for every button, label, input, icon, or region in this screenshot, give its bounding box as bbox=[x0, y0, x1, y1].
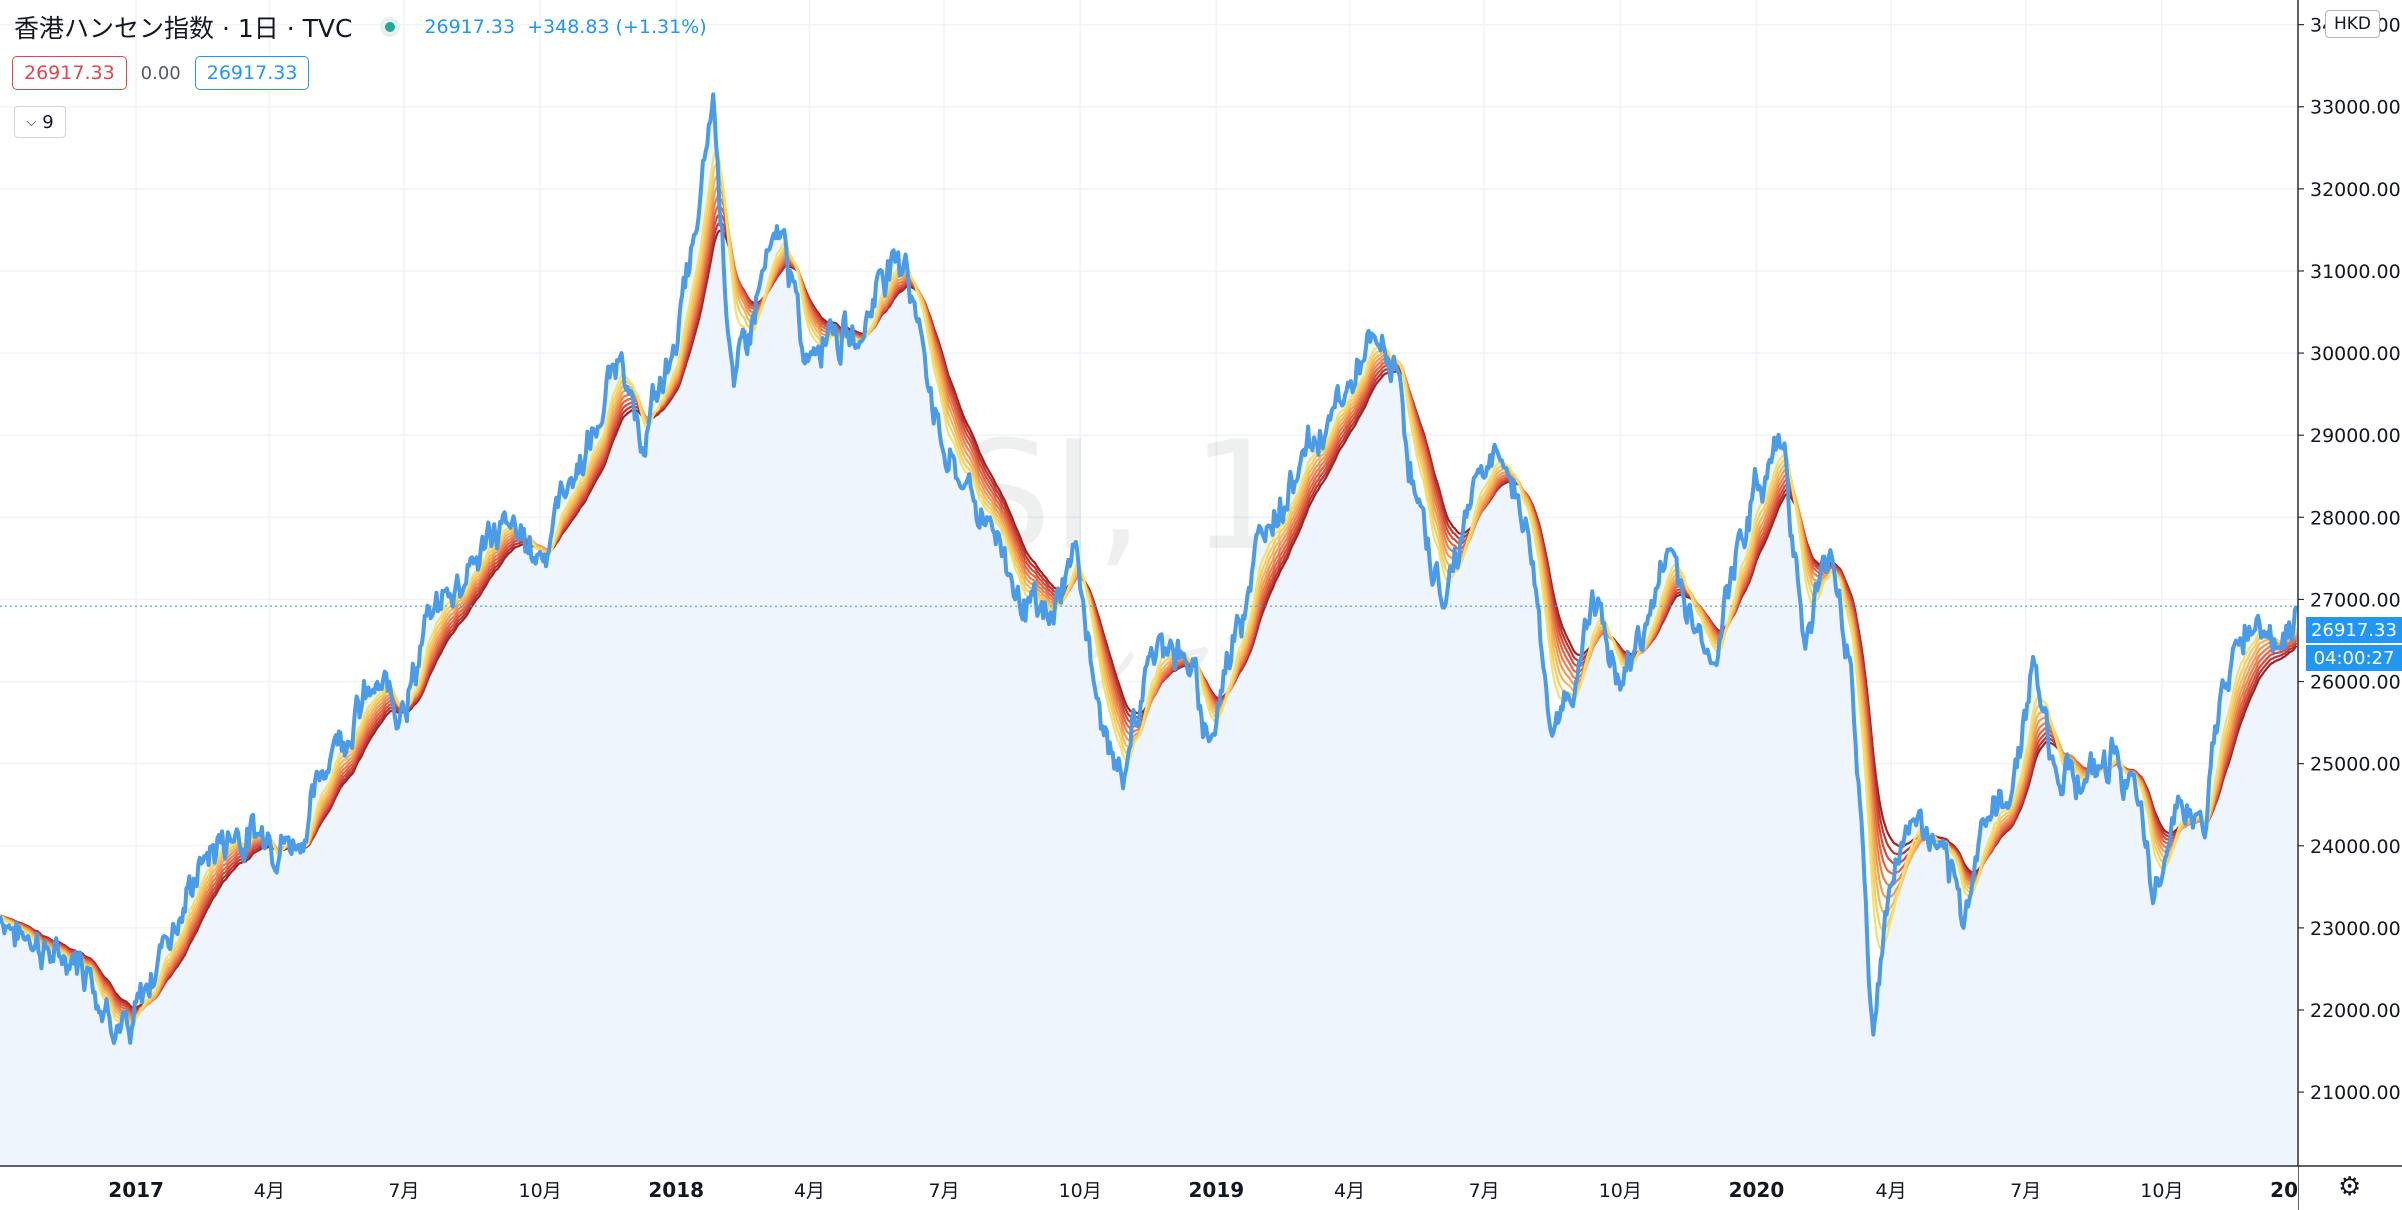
x-tick-label: 7月 bbox=[388, 1180, 419, 1202]
x-tick-label: 7月 bbox=[2010, 1180, 2041, 1202]
y-tick-label: 33000.00 bbox=[2310, 97, 2401, 119]
x-tick-label: 4月 bbox=[794, 1180, 825, 1202]
market-status-icon bbox=[380, 17, 401, 37]
indicators-toggle-button[interactable]: ⌵ 9 bbox=[14, 106, 66, 138]
gear-icon[interactable]: ⚙ bbox=[2338, 1172, 2362, 1202]
sell-price-button[interactable]: 26917.33 bbox=[12, 56, 127, 90]
x-tick-label: 10月 bbox=[2140, 1180, 2183, 1202]
bid-ask-row: 26917.33 0.00 26917.33 bbox=[12, 56, 310, 90]
indicator-count: 9 bbox=[42, 111, 54, 133]
x-tick-label: 10月 bbox=[1599, 1180, 1642, 1202]
y-tick-label: 23000.00 bbox=[2310, 918, 2401, 940]
symbol-header: 香港ハンセン指数 · 1日 · TVC 26917.33 +348.83 (+1… bbox=[14, 10, 707, 44]
header-last-price: 26917.33 bbox=[424, 16, 516, 38]
x-tick-label: 10月 bbox=[519, 1180, 562, 1202]
x-tick-label: 2018 bbox=[648, 1178, 704, 1202]
x-tick-label: 4月 bbox=[1876, 1180, 1907, 1202]
x-tick-label: 2020 bbox=[1729, 1178, 1785, 1202]
last-price-axis-label: 26917.33 bbox=[2306, 617, 2402, 643]
y-tick-label: 28000.00 bbox=[2310, 507, 2401, 529]
x-tick-label: 2017 bbox=[108, 1178, 164, 1202]
y-tick-label: 32000.00 bbox=[2310, 179, 2401, 201]
spread-value: 0.00 bbox=[140, 62, 181, 84]
x-tick-label: 2019 bbox=[1188, 1178, 1244, 1202]
y-tick-label: 24000.00 bbox=[2310, 836, 2401, 858]
header-price-change: +348.83 (+1.31%) bbox=[527, 16, 707, 38]
chevron-down-icon: ⌵ bbox=[26, 114, 37, 130]
y-tick-label: 22000.00 bbox=[2310, 1000, 2401, 1022]
price-axis-bg bbox=[2298, 0, 2402, 1210]
price-area bbox=[0, 94, 2297, 1166]
x-tick-label: 10月 bbox=[1059, 1180, 1102, 1202]
y-tick-label: 31000.00 bbox=[2310, 261, 2401, 283]
x-tick-label: 7月 bbox=[929, 1180, 960, 1202]
y-tick-label: 25000.00 bbox=[2310, 754, 2401, 776]
y-tick-label: 27000.00 bbox=[2310, 589, 2401, 611]
y-tick-label: 26000.00 bbox=[2310, 672, 2401, 694]
y-tick-label: 21000.00 bbox=[2310, 1082, 2401, 1104]
ema-ribbon-line bbox=[0, 162, 2298, 1025]
x-tick-label: 4月 bbox=[254, 1180, 285, 1202]
bar-countdown-label: 04:00:27 bbox=[2306, 645, 2402, 671]
currency-label[interactable]: HKD bbox=[2325, 10, 2381, 38]
ema-ribbon-line bbox=[0, 150, 2298, 1027]
y-tick-label: 30000.00 bbox=[2310, 343, 2401, 365]
symbol-title[interactable]: 香港ハンセン指数 · 1日 · TVC bbox=[14, 14, 353, 43]
y-tick-label: 29000.00 bbox=[2310, 425, 2401, 447]
x-tick-label: 4月 bbox=[1334, 1180, 1365, 1202]
buy-price-button[interactable]: 26917.33 bbox=[194, 56, 310, 90]
time-axis-bg bbox=[0, 1166, 2298, 1210]
axis-corner bbox=[2299, 1167, 2402, 1210]
price-line bbox=[0, 92, 2299, 1045]
x-tick-label: 7月 bbox=[1469, 1180, 1500, 1202]
